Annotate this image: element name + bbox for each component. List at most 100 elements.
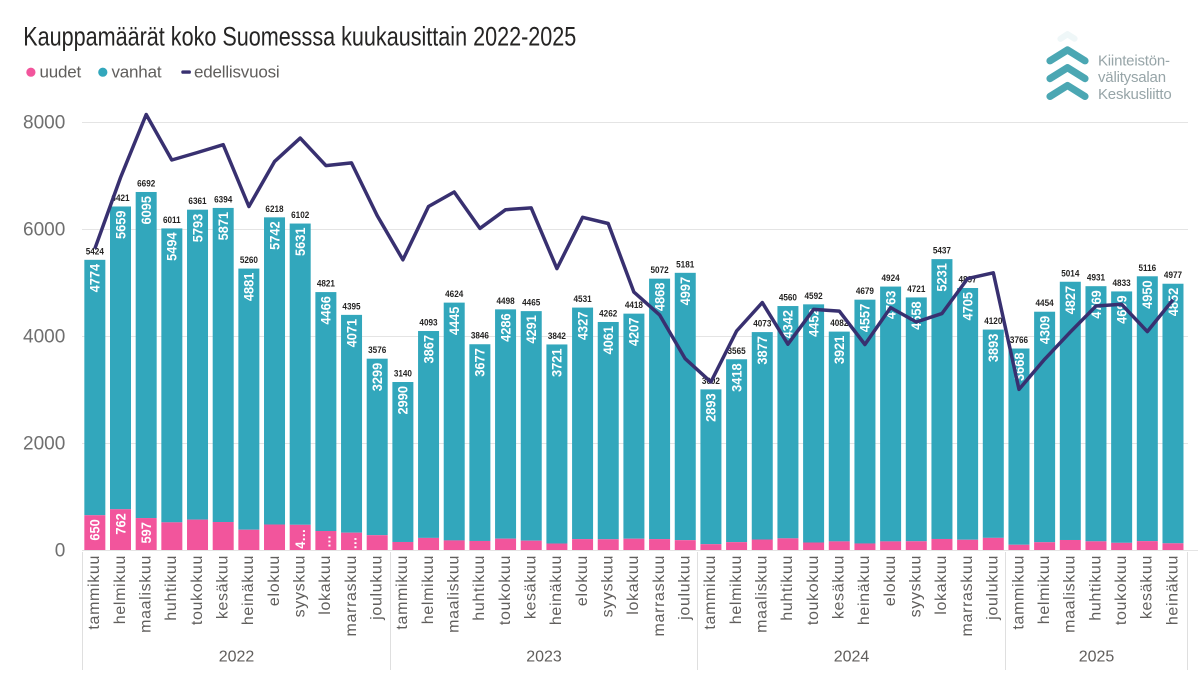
svg-text:4445: 4445 — [447, 307, 462, 336]
svg-text:kesäkuu: kesäkuu — [215, 555, 232, 619]
svg-text:maaliskuu: maaliskuu — [138, 555, 155, 633]
svg-text:5494: 5494 — [164, 232, 179, 261]
svg-text:6394: 6394 — [214, 194, 232, 205]
svg-text:toukokuu: toukokuu — [189, 555, 206, 625]
svg-text:helmikuu: helmikuu — [420, 555, 437, 624]
svg-text:5742: 5742 — [267, 221, 282, 250]
svg-text:597: 597 — [139, 522, 154, 543]
svg-text:4342: 4342 — [780, 310, 795, 339]
svg-text:4977: 4977 — [1164, 270, 1182, 281]
svg-text:4061: 4061 — [601, 326, 616, 355]
svg-text:3576: 3576 — [368, 345, 386, 356]
svg-text:maaliskuu: maaliskuu — [446, 555, 463, 633]
svg-text:uudet: uudet — [40, 62, 82, 81]
svg-text:tammikuu: tammikuu — [702, 555, 719, 630]
svg-text:4997: 4997 — [678, 277, 693, 306]
svg-text:4924: 4924 — [882, 273, 900, 284]
svg-text:6000: 6000 — [23, 220, 65, 241]
svg-text:vanhat: vanhat — [112, 62, 162, 81]
svg-text:4498: 4498 — [497, 295, 515, 306]
svg-text:helmikuu: helmikuu — [112, 555, 129, 624]
svg-text:4000: 4000 — [23, 327, 65, 348]
svg-text:650: 650 — [87, 519, 102, 540]
svg-text:marraskuu: marraskuu — [651, 555, 668, 636]
svg-text:lokakuu: lokakuu — [317, 555, 334, 615]
svg-text:5631: 5631 — [293, 228, 308, 257]
svg-text:3565: 3565 — [728, 345, 746, 356]
svg-text:2000: 2000 — [23, 434, 65, 455]
svg-text:6692: 6692 — [137, 178, 155, 189]
svg-text:4073: 4073 — [753, 318, 771, 329]
svg-text:4592: 4592 — [805, 290, 823, 301]
svg-text:6095: 6095 — [139, 196, 154, 225]
svg-text:4309: 4309 — [1037, 316, 1052, 345]
svg-text:…: … — [318, 535, 333, 548]
svg-text:tammikuu: tammikuu — [86, 555, 103, 630]
svg-text:lokakuu: lokakuu — [933, 555, 950, 615]
svg-text:5072: 5072 — [651, 265, 669, 276]
svg-text:Kiinteistön-: Kiinteistön- — [1098, 53, 1170, 70]
svg-text:3846: 3846 — [471, 330, 489, 341]
svg-text:heinäkuu: heinäkuu — [240, 555, 257, 625]
svg-text:joulukuu: joulukuu — [369, 555, 386, 621]
svg-text:välitysalan: välitysalan — [1098, 69, 1166, 86]
svg-text:4466: 4466 — [318, 296, 333, 325]
svg-text:3299: 3299 — [370, 363, 385, 392]
svg-text:8000: 8000 — [23, 113, 65, 134]
svg-text:kesäkuu: kesäkuu — [831, 555, 848, 619]
svg-text:4699: 4699 — [1114, 295, 1129, 324]
svg-text:4679: 4679 — [856, 286, 874, 297]
svg-text:3921: 3921 — [832, 336, 847, 365]
svg-text:5793: 5793 — [190, 214, 205, 243]
svg-text:joulukuu: joulukuu — [677, 555, 694, 621]
svg-text:4531: 4531 — [574, 294, 592, 305]
svg-text:2022: 2022 — [219, 649, 255, 666]
svg-text:4721: 4721 — [907, 283, 925, 294]
svg-text:3418: 3418 — [729, 363, 744, 392]
svg-text:4418: 4418 — [625, 300, 643, 311]
svg-text:4262: 4262 — [599, 308, 617, 319]
svg-text:4774: 4774 — [87, 263, 102, 292]
svg-text:2024: 2024 — [834, 649, 870, 666]
svg-text:huhtikuu: huhtikuu — [163, 555, 180, 621]
svg-text:3140: 3140 — [394, 368, 412, 379]
svg-text:kesäkuu: kesäkuu — [1139, 555, 1156, 619]
svg-text:4560: 4560 — [779, 292, 797, 303]
svg-text:5116: 5116 — [1138, 262, 1156, 273]
svg-text:2025: 2025 — [1079, 649, 1115, 666]
svg-text:toukokuu: toukokuu — [497, 555, 514, 625]
svg-text:6102: 6102 — [291, 209, 309, 220]
svg-text:4881: 4881 — [241, 273, 256, 302]
svg-text:0: 0 — [55, 541, 66, 562]
svg-text:4931: 4931 — [1087, 272, 1105, 283]
svg-text:5437: 5437 — [933, 245, 951, 256]
svg-text:maaliskuu: maaliskuu — [754, 555, 771, 633]
svg-text:762: 762 — [113, 513, 128, 534]
svg-text:4071: 4071 — [344, 319, 359, 348]
svg-text:edellisvuosi: edellisvuosi — [194, 62, 279, 81]
svg-text:6011: 6011 — [163, 214, 181, 225]
svg-text:maaliskuu: maaliskuu — [1062, 555, 1079, 633]
svg-text:elokuu: elokuu — [266, 555, 283, 606]
svg-text:syyskuu: syyskuu — [908, 555, 925, 617]
svg-text:3766: 3766 — [1010, 334, 1028, 345]
svg-text:6218: 6218 — [265, 203, 283, 214]
svg-text:5014: 5014 — [1061, 268, 1079, 279]
svg-text:tammikuu: tammikuu — [394, 555, 411, 630]
svg-text:heinäkuu: heinäkuu — [548, 555, 565, 625]
svg-text:3867: 3867 — [421, 335, 436, 364]
svg-text:4868: 4868 — [652, 283, 667, 312]
svg-text:4082: 4082 — [830, 318, 848, 329]
svg-text:2893: 2893 — [703, 393, 718, 422]
svg-text:huhtikuu: huhtikuu — [1087, 555, 1104, 621]
svg-text:4093: 4093 — [419, 317, 437, 328]
svg-text:kesäkuu: kesäkuu — [523, 555, 540, 619]
svg-text:lokakuu: lokakuu — [625, 555, 642, 615]
svg-text:4286: 4286 — [498, 313, 513, 342]
svg-text:4827: 4827 — [1063, 286, 1078, 315]
svg-text:4452: 4452 — [806, 308, 821, 337]
svg-text:4705: 4705 — [960, 292, 975, 321]
svg-text:2990: 2990 — [395, 386, 410, 415]
svg-text:huhtikuu: huhtikuu — [471, 555, 488, 621]
svg-text:4465: 4465 — [522, 297, 540, 308]
